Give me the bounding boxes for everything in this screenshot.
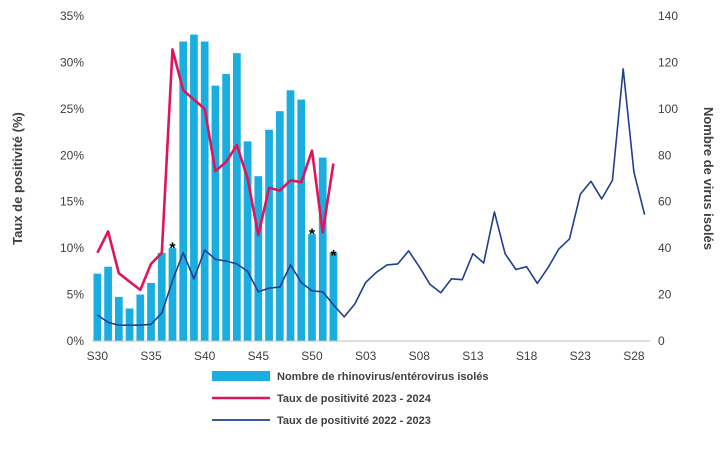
y-left-tick-label: 5% (67, 288, 85, 302)
x-tick-label: S50 (301, 349, 323, 363)
x-tick-label: S03 (355, 349, 377, 363)
bar (200, 41, 209, 342)
bar (329, 252, 338, 341)
y-left-axis-title: Taux de positivité (%) (10, 112, 25, 245)
y-left-tick-label: 0% (67, 334, 85, 348)
y-left-tick-label: 10% (60, 241, 84, 255)
bar (114, 296, 123, 341)
asterisk-annotation: * (309, 226, 316, 243)
x-tick-label: S28 (623, 349, 645, 363)
y-left-tick-label: 30% (60, 55, 84, 69)
y-right-tick-label: 60 (658, 195, 672, 209)
x-tick-label: S18 (516, 349, 538, 363)
line-2022-2023 (96, 68, 646, 327)
bar (211, 85, 220, 342)
bar (104, 266, 112, 341)
bar (233, 53, 241, 342)
y-right-tick-label: 140 (658, 9, 678, 23)
bar (136, 294, 145, 341)
legend: Nombre de rhinovirus/entérovirus isolés T… (212, 371, 489, 427)
x-tick-label: S30 (87, 349, 109, 363)
y-right-tick-label: 120 (658, 55, 678, 69)
bar (286, 90, 295, 342)
y-right-tick-label: 100 (658, 102, 678, 116)
bar (275, 111, 284, 341)
y-left-tick-label: 35% (60, 9, 84, 23)
legend-swatch-bar (212, 371, 270, 381)
y-right-tick-label: 80 (658, 148, 672, 162)
bar (190, 34, 198, 341)
y-left-tick-label: 15% (60, 195, 84, 209)
legend-label: Taux de positivité 2023 - 2024 (277, 393, 432, 405)
x-tick-label: S45 (248, 349, 270, 363)
asterisk-annotation: * (330, 248, 337, 265)
bar (297, 99, 306, 341)
x-axis: S30 S35 S40 S45 S50 S03 S08 S13 S18 S23 S28 (87, 349, 645, 363)
bar (93, 273, 102, 341)
line-2023-2024 (96, 48, 335, 292)
bar (254, 176, 263, 341)
bar (308, 234, 316, 341)
y-left-axis: 0% 5% 10% 15% 20% 25% 30% 35% (60, 9, 84, 348)
bar (168, 248, 177, 341)
asterisk-annotation: * (169, 240, 176, 257)
y-left-tick-label: 20% (60, 148, 84, 162)
bar (243, 141, 252, 341)
annotations: * * * (169, 226, 337, 264)
bar (265, 129, 273, 341)
y-right-tick-label: 0 (658, 334, 665, 348)
bar (147, 282, 155, 341)
y-right-axis: 0 20 40 60 80 100 120 140 (658, 9, 678, 348)
bar (222, 74, 230, 342)
x-tick-label: S35 (140, 349, 162, 363)
bar (179, 41, 188, 342)
x-tick-label: S40 (194, 349, 216, 363)
x-tick-label: S13 (462, 349, 484, 363)
bar-series (93, 34, 338, 342)
y-right-tick-label: 40 (658, 241, 672, 255)
legend-label: Taux de positivité 2022 - 2023 (277, 415, 431, 427)
bar (318, 157, 327, 341)
y-left-tick-label: 25% (60, 102, 84, 116)
x-tick-label: S23 (570, 349, 592, 363)
line-series (96, 48, 646, 327)
y-right-axis-title: Nombre de virus isolés (701, 107, 716, 250)
legend-label: Nombre de rhinovirus/entérovirus isolés (277, 371, 489, 383)
bar (157, 252, 166, 341)
x-tick-label: S08 (409, 349, 431, 363)
y-right-tick-label: 20 (658, 288, 672, 302)
